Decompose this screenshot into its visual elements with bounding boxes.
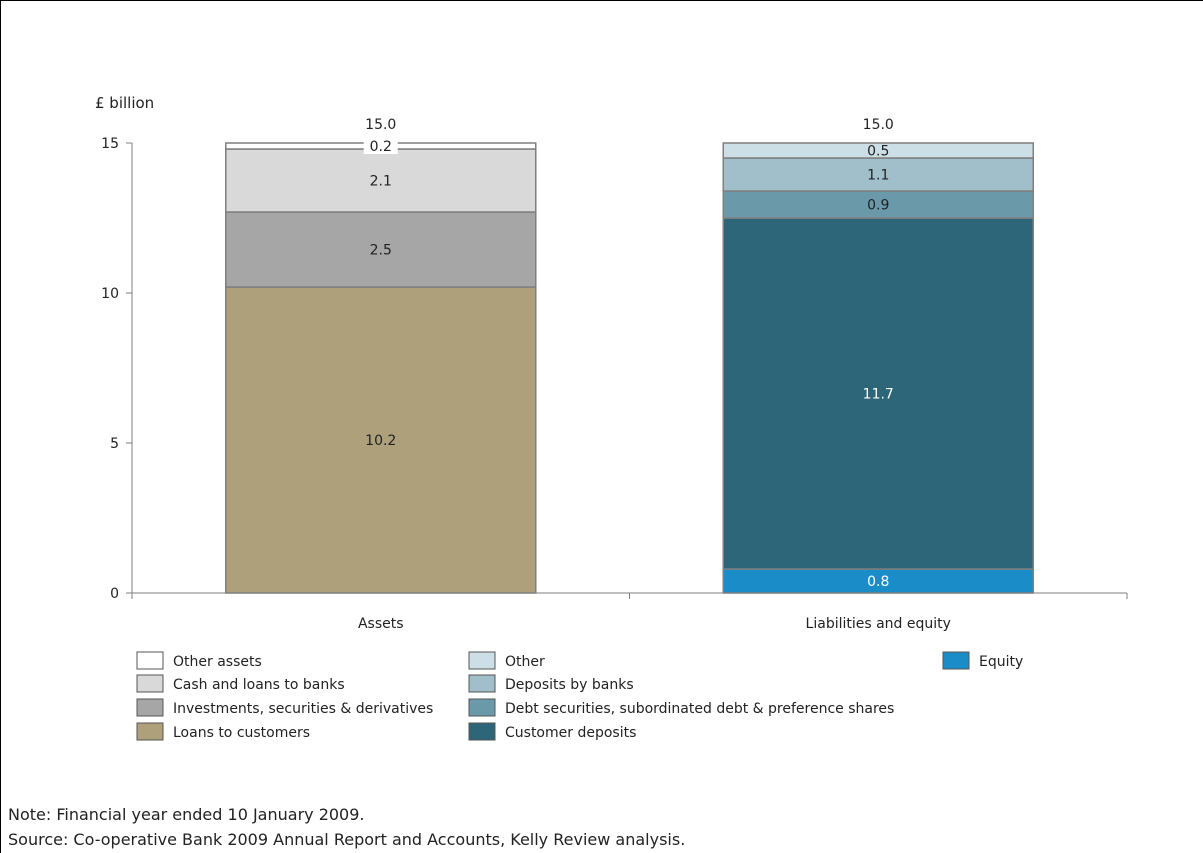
y-tick-label: 0 <box>110 586 119 602</box>
bar-segment <box>225 286 537 594</box>
chart-bars: 10.2 2.5 2.1 0.2 15.0 0.8 11.7 0.9 1.1 0.5 15.0 <box>225 117 1034 594</box>
legend-label: Cash and loans to banks <box>173 677 345 693</box>
bar-segment <box>722 217 1034 570</box>
data-label-background <box>363 139 398 154</box>
data-label: 0.9 <box>867 198 889 214</box>
data-label: 0.2 <box>370 139 392 155</box>
data-label: 10.2 <box>365 433 396 449</box>
data-label: 11.7 <box>863 387 894 403</box>
x-category-label: Assets <box>358 616 404 632</box>
legend-swatch <box>136 698 164 717</box>
legend-label: Customer deposits <box>505 725 636 741</box>
bar-segment <box>722 190 1034 219</box>
data-label: 2.5 <box>370 243 392 259</box>
legend-swatch <box>136 651 164 670</box>
y-tick-label: 15 <box>101 136 119 152</box>
legend-label: Investments, securities & derivatives <box>173 701 433 717</box>
legend-swatch <box>468 722 496 741</box>
legend-swatch <box>136 674 164 693</box>
note-text: Note: Financial year ended 10 January 20… <box>8 805 365 824</box>
data-label: 0.8 <box>867 574 889 590</box>
x-category-label: Liabilities and equity <box>806 616 951 632</box>
legend-swatch <box>942 651 970 670</box>
total-label: 15.0 <box>863 117 894 133</box>
source-text: Source: Co-operative Bank 2009 Annual Re… <box>8 830 686 849</box>
data-label: 1.1 <box>867 168 889 184</box>
total-label: 15.0 <box>365 117 396 133</box>
bar-segment <box>722 157 1034 192</box>
data-label: 2.1 <box>370 174 392 190</box>
y-tick-label: 5 <box>110 436 119 452</box>
legend-label: Deposits by banks <box>505 677 634 693</box>
legend-label: Debt securities, subordinated debt & pre… <box>505 701 894 717</box>
chart-legend: Other assets Cash and loans to banks Inves… <box>136 651 1023 741</box>
bar-segment <box>225 148 537 213</box>
legend-label: Equity <box>979 654 1023 670</box>
legend-swatch <box>468 698 496 717</box>
y-tick-label: 10 <box>101 286 119 302</box>
data-label: 0.5 <box>867 144 889 160</box>
legend-label: Other <box>505 654 545 670</box>
legend-swatch <box>468 674 496 693</box>
stacked-bar-chart: £ billion 0 5 10 15 Assets Liabilities and equ… <box>95 94 1128 741</box>
bar-segment <box>722 142 1034 159</box>
bar-segment <box>225 211 537 288</box>
legend-label: Other assets <box>173 654 262 670</box>
legend-label: Loans to customers <box>173 725 310 741</box>
legend-swatch <box>136 722 164 741</box>
legend-swatch <box>468 651 496 670</box>
y-axis-label: £ billion <box>95 94 154 112</box>
